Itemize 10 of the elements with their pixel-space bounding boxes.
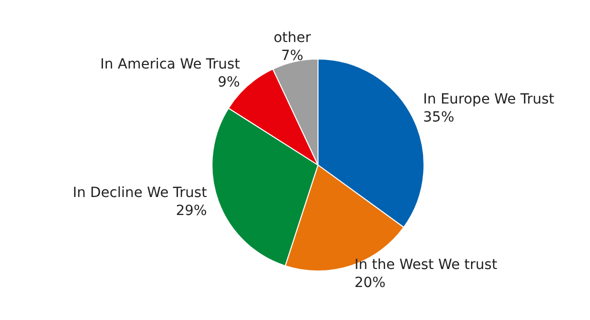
data-label: 35% <box>423 109 454 126</box>
data-label: 9% <box>218 74 240 90</box>
data-label: 20% <box>354 275 386 292</box>
data-label: 7% <box>281 48 304 64</box>
slice-label: In Decline We Trust <box>72 184 208 201</box>
slice-label: In the West We trust <box>354 257 498 274</box>
data-label: 29% <box>176 202 207 219</box>
slice-label: In America We Trust <box>100 56 240 72</box>
slice-label: In Europe We Trust <box>423 91 555 108</box>
slice-label: other <box>274 30 312 46</box>
